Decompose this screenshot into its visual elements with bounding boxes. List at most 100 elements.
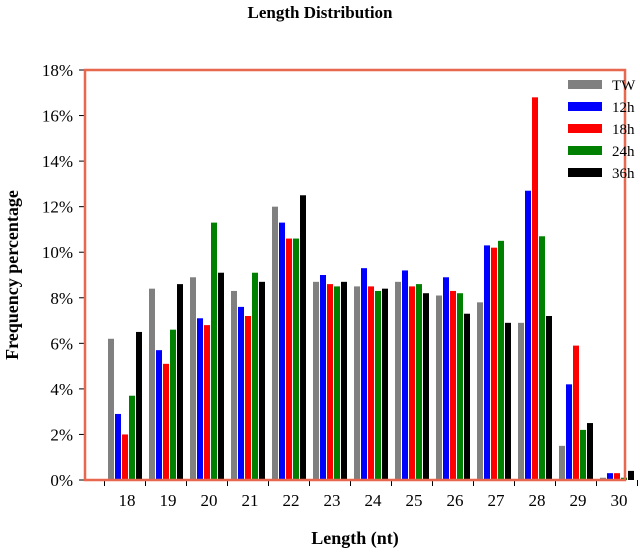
- x-tick-label: 18: [119, 491, 136, 510]
- bar-24h-20: [211, 222, 217, 480]
- bar-18h-29: [573, 345, 579, 480]
- bar-24h-25: [416, 284, 422, 480]
- y-tick-label: 10%: [42, 243, 73, 262]
- bar-24h-18: [129, 395, 135, 480]
- x-tick-label: 30: [611, 491, 628, 510]
- plot-frame: [83, 68, 627, 482]
- bar-12h-19: [156, 350, 162, 480]
- bar-36h-27: [505, 322, 511, 480]
- bar-TW-21: [231, 290, 237, 480]
- bar-TW-20: [190, 277, 196, 480]
- bar-TW-24: [354, 286, 360, 480]
- bar-18h-20: [204, 325, 210, 480]
- bar-12h-27: [484, 245, 490, 480]
- bar-TW-19: [149, 288, 155, 480]
- bar-12h-30: [607, 473, 613, 480]
- bar-24h-27: [498, 240, 504, 480]
- bar-12h-18: [115, 413, 121, 480]
- bar-18h-26: [450, 290, 456, 480]
- bar-18h-18: [122, 434, 128, 480]
- bar-24h-19: [170, 329, 176, 480]
- y-tick-label: 12%: [42, 198, 73, 217]
- x-tick-label: 25: [406, 491, 423, 510]
- bar-36h-20: [218, 272, 224, 480]
- bar-12h-23: [320, 275, 326, 480]
- x-tick-label: 28: [529, 491, 546, 510]
- y-tick-label: 2%: [50, 425, 73, 444]
- x-tick-label: 21: [242, 491, 259, 510]
- bar-18h-19: [163, 363, 169, 480]
- y-tick-label: 16%: [42, 107, 73, 126]
- legend-swatch-12h: [568, 102, 602, 111]
- bar-12h-20: [197, 318, 203, 480]
- bar-36h-24: [382, 288, 388, 480]
- y-tick-label: 18%: [42, 61, 73, 80]
- bar-36h-21: [259, 281, 265, 480]
- y-axis: 0% 2% 4% 6% 8% 10% 12% 14% 16% 18%: [42, 61, 85, 490]
- bar-18h-25: [409, 286, 415, 480]
- bar-36h-28: [546, 316, 552, 480]
- x-tick-label: 29: [570, 491, 587, 510]
- legend-swatch-18h: [568, 124, 602, 133]
- bars-group: [108, 97, 634, 480]
- x-tick-label: 26: [447, 491, 464, 510]
- bar-18h-30: [614, 473, 620, 480]
- bar-36h-19: [177, 284, 183, 480]
- bar-18h-27: [491, 247, 497, 480]
- legend-label-TW: TW: [612, 78, 636, 94]
- x-axis: 18 19 20 21 22 23 24 25 26 27 28 29 30: [104, 480, 638, 510]
- bar-24h-28: [539, 236, 545, 480]
- x-tick-label: 27: [488, 491, 506, 510]
- legend: TW 12h 18h 24h 36h: [568, 78, 636, 182]
- legend-label-24h: 24h: [612, 144, 635, 160]
- bar-24h-26: [457, 293, 463, 480]
- bar-TW-25: [395, 281, 401, 480]
- bar-18h-28: [532, 97, 538, 480]
- bar-TW-27: [477, 302, 483, 480]
- bar-12h-24: [361, 268, 367, 480]
- bar-12h-29: [566, 384, 572, 480]
- bar-TW-18: [108, 338, 114, 480]
- legend-label-36h: 36h: [612, 166, 635, 182]
- bar-36h-18: [136, 331, 142, 480]
- y-tick-label: 0%: [50, 471, 73, 490]
- bar-24h-24: [375, 290, 381, 480]
- x-tick-label: 24: [365, 491, 383, 510]
- bar-12h-22: [279, 222, 285, 480]
- x-tick-label: 22: [283, 491, 300, 510]
- bar-36h-23: [341, 281, 347, 480]
- bar-18h-23: [327, 284, 333, 480]
- chart-title: Length Distribution: [248, 3, 394, 22]
- bar-36h-26: [464, 313, 470, 480]
- bar-18h-22: [286, 238, 292, 480]
- x-axis-label: Length (nt): [311, 528, 399, 549]
- bar-24h-23: [334, 286, 340, 480]
- bar-TW-23: [313, 281, 319, 480]
- bar-36h-29: [587, 423, 593, 480]
- legend-label-12h: 12h: [612, 100, 635, 116]
- legend-swatch-TW: [568, 80, 602, 89]
- x-tick-label: 20: [201, 491, 218, 510]
- y-tick-label: 4%: [50, 380, 73, 399]
- legend-swatch-36h: [568, 168, 602, 177]
- bar-TW-29: [559, 445, 565, 480]
- y-tick-label: 6%: [50, 334, 73, 353]
- legend-swatch-24h: [568, 146, 602, 155]
- bar-36h-22: [300, 195, 306, 480]
- bar-18h-21: [245, 316, 251, 480]
- y-tick-label: 14%: [42, 152, 73, 171]
- bar-12h-25: [402, 270, 408, 480]
- x-tick-label: 19: [160, 491, 177, 510]
- bar-TW-22: [272, 206, 278, 480]
- bar-36h-25: [423, 293, 429, 480]
- y-axis-label: Frequency percentage: [2, 190, 22, 360]
- x-tick-label: 23: [324, 491, 341, 510]
- bar-36h-30: [628, 470, 634, 480]
- bar-12h-21: [238, 306, 244, 480]
- y-tick-label: 8%: [50, 289, 73, 308]
- bar-TW-28: [518, 322, 524, 480]
- bar-24h-21: [252, 272, 258, 480]
- bar-12h-28: [525, 190, 531, 480]
- bar-18h-24: [368, 286, 374, 480]
